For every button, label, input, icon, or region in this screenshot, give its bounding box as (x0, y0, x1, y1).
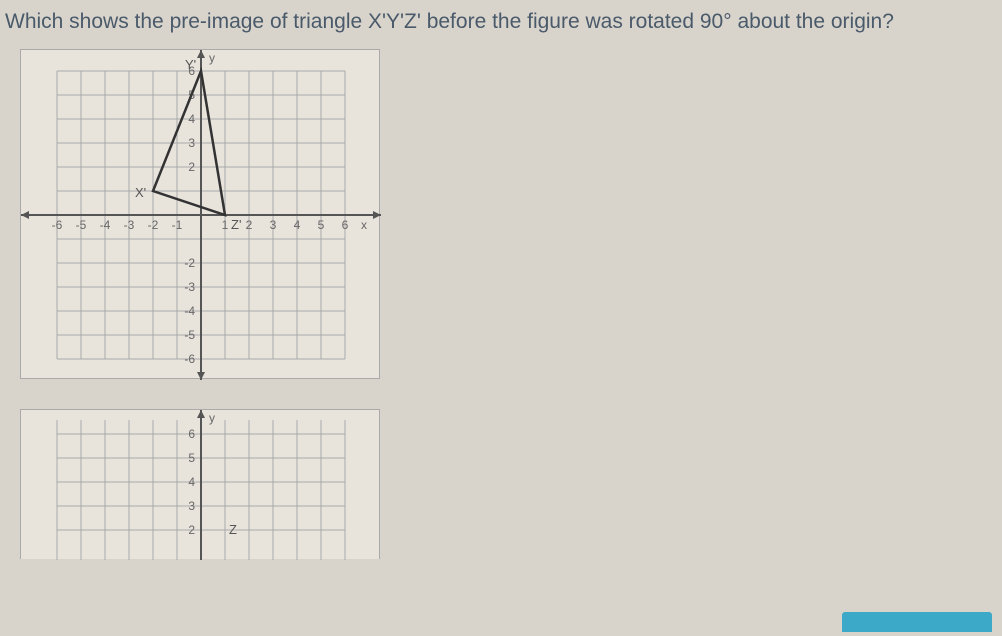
svg-text:y: y (209, 411, 215, 425)
svg-text:Z': Z' (231, 217, 241, 232)
svg-text:-6: -6 (184, 352, 195, 366)
svg-text:6: 6 (342, 218, 349, 232)
svg-text:Z: Z (229, 522, 237, 537)
svg-text:-4: -4 (184, 304, 195, 318)
svg-text:1: 1 (222, 218, 229, 232)
svg-text:5: 5 (188, 451, 195, 465)
svg-text:-2: -2 (184, 256, 195, 270)
svg-text:-5: -5 (76, 218, 87, 232)
main-graph: -6-5-4-3-2-1123456-6-5-4-3-223456xyX'Y'Z… (20, 49, 380, 379)
svg-text:5: 5 (318, 218, 325, 232)
svg-text:-1: -1 (172, 218, 183, 232)
svg-text:4: 4 (188, 112, 195, 126)
svg-text:2: 2 (188, 160, 195, 174)
svg-text:4: 4 (188, 475, 195, 489)
svg-text:-2: -2 (148, 218, 159, 232)
svg-text:-5: -5 (184, 328, 195, 342)
svg-text:-4: -4 (100, 218, 111, 232)
svg-text:3: 3 (270, 218, 277, 232)
svg-text:2: 2 (246, 218, 253, 232)
svg-text:-3: -3 (124, 218, 135, 232)
next-button[interactable] (842, 612, 992, 632)
svg-text:3: 3 (188, 499, 195, 513)
svg-text:-3: -3 (184, 280, 195, 294)
answer-graph-partial: 6 5 4 3 2 y Z (20, 409, 380, 559)
svg-text:-6: -6 (52, 218, 63, 232)
svg-text:x: x (361, 218, 367, 232)
question-text: Which shows the pre-image of triangle X'… (0, 0, 1002, 49)
svg-text:6: 6 (188, 427, 195, 441)
svg-text:2: 2 (188, 523, 195, 537)
svg-text:Y': Y' (185, 57, 196, 72)
svg-text:X': X' (135, 185, 146, 200)
svg-text:3: 3 (188, 136, 195, 150)
svg-text:y: y (209, 51, 215, 65)
svg-text:4: 4 (294, 218, 301, 232)
